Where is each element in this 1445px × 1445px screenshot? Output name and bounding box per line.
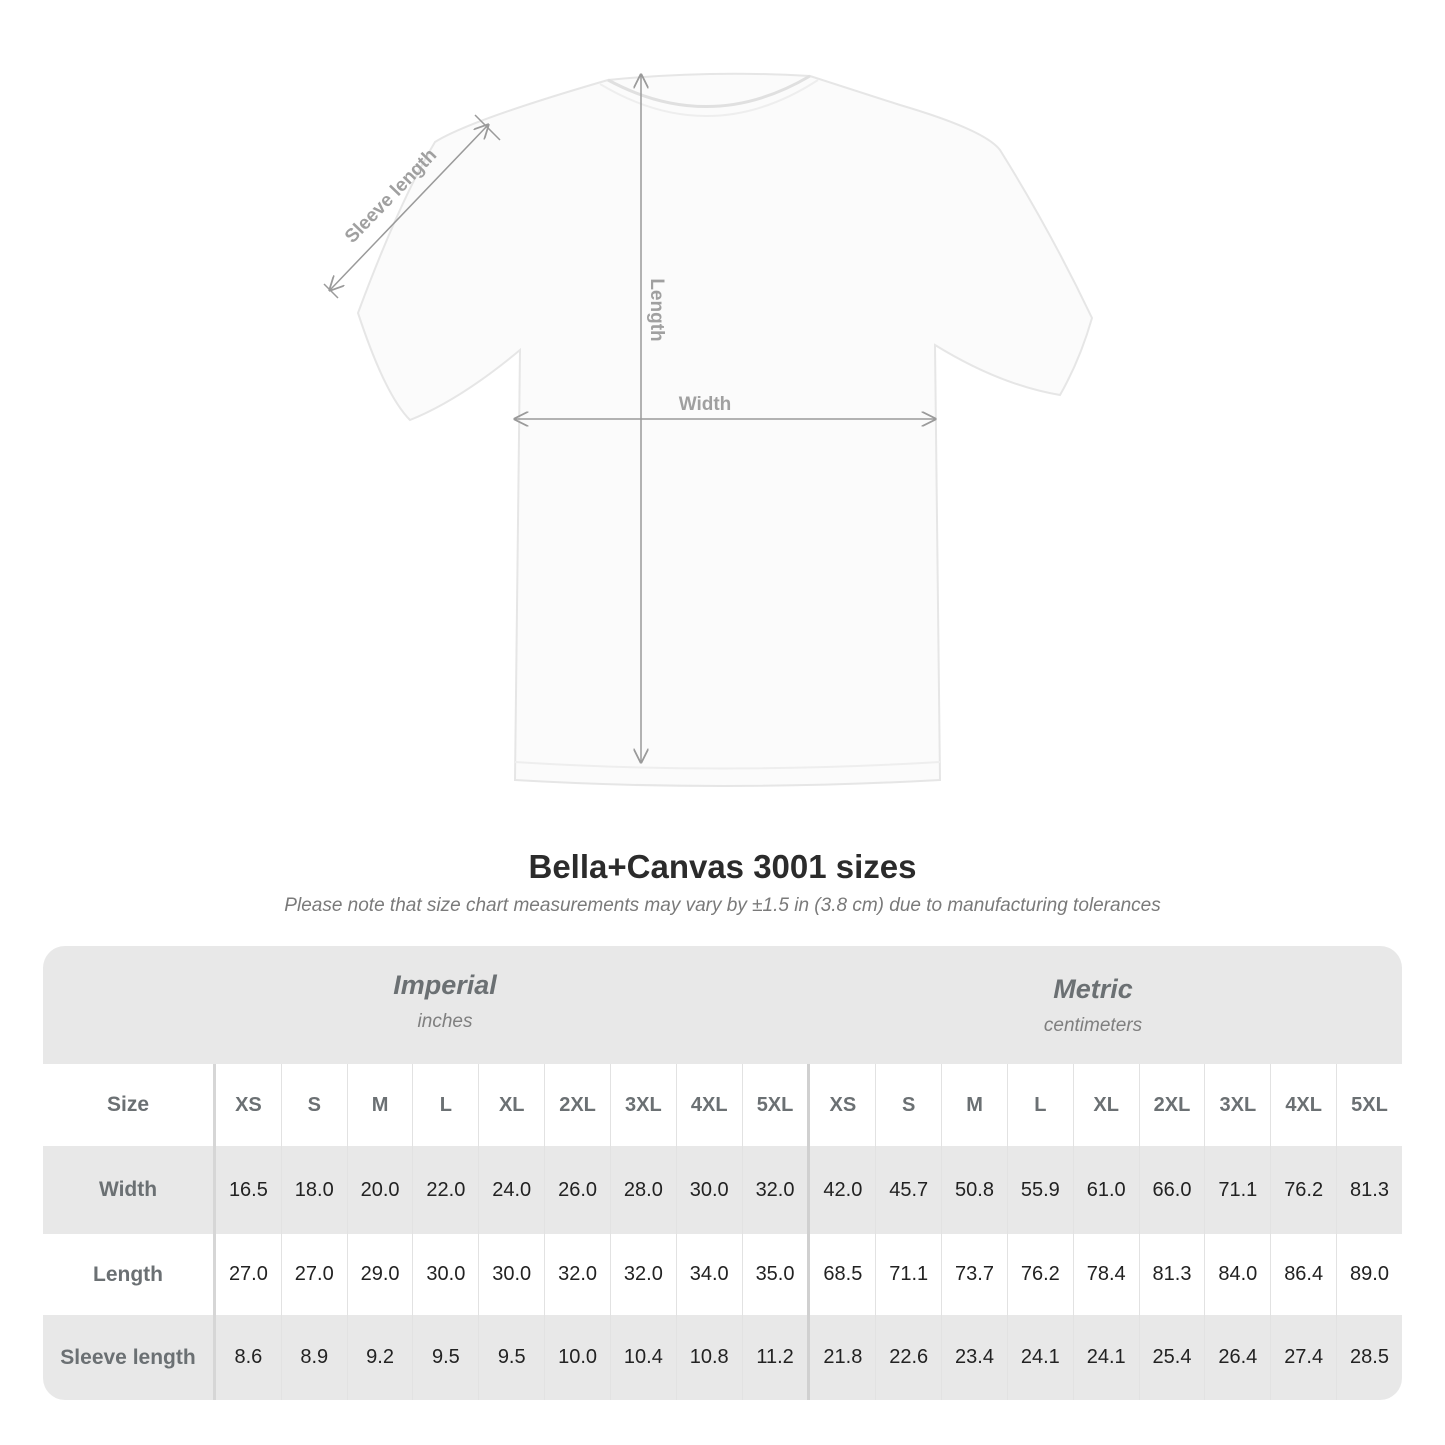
imperial-value-cell: 32.0 bbox=[611, 1234, 677, 1315]
imperial-value-cell: 30.0 bbox=[413, 1234, 480, 1315]
row-label: Width bbox=[43, 1146, 216, 1234]
metric-value-cell: 61.0 bbox=[1074, 1146, 1140, 1234]
imperial-value-cell: 9.5 bbox=[479, 1315, 546, 1400]
metric-value-cell: 50.8 bbox=[942, 1146, 1008, 1234]
metric-value-cell: 73.7 bbox=[942, 1234, 1008, 1315]
imperial-unit: inches bbox=[417, 1011, 473, 1032]
size-header-row: Size XS S M L XL 2XL 3XL 4XL 5XL XS S M L XL 2XL 3XL 4XL 5… bbox=[43, 1064, 1402, 1146]
size-header-cell: XS bbox=[810, 1064, 877, 1146]
metric-value-cell: 81.3 bbox=[1350, 1178, 1389, 1201]
size-header-cell: L bbox=[413, 1064, 480, 1146]
metric-value-cell: 27.4 bbox=[1271, 1315, 1338, 1400]
imperial-value-cell: 32.0 bbox=[743, 1146, 811, 1234]
metric-value-cell: 78.4 bbox=[1074, 1234, 1140, 1315]
imperial-value-cell: 32.0 bbox=[545, 1234, 611, 1315]
size-header-cell: S bbox=[876, 1064, 943, 1146]
table-row: Width 16.5 18.0 20.0 22.0 24.0 26.0 28.0 30.0 32.… bbox=[43, 1146, 1402, 1234]
imperial-value-cell: 30.0 bbox=[479, 1234, 546, 1315]
sleeve-arrow bbox=[330, 125, 488, 290]
metric-value-cell: 76.2 bbox=[1008, 1234, 1074, 1315]
imperial-value-cell: 24.0 bbox=[479, 1146, 546, 1234]
imperial-value-cell: 8.9 bbox=[282, 1315, 348, 1400]
collar bbox=[607, 74, 811, 109]
imperial-value-cell: 16.5 bbox=[216, 1146, 282, 1234]
size-header-cell: M bbox=[348, 1064, 414, 1146]
size-header-cell: XS bbox=[216, 1064, 282, 1146]
imperial-value-cell: 11.2 bbox=[743, 1315, 811, 1400]
metric-header: Metric centimeters bbox=[863, 974, 1323, 1037]
imperial-value-cell: 22.0 bbox=[413, 1146, 480, 1234]
metric-value-cell: 28.5 bbox=[1350, 1346, 1389, 1368]
metric-value-cell: 84.0 bbox=[1205, 1234, 1272, 1315]
row-label: Length bbox=[43, 1234, 216, 1315]
imperial-value-cell: 28.0 bbox=[611, 1146, 677, 1234]
tolerance-note: Please note that size chart measurements… bbox=[284, 895, 1161, 916]
imperial-value-cell: 10.0 bbox=[545, 1315, 611, 1400]
imperial-value-cell: 20.0 bbox=[348, 1146, 414, 1234]
imperial-value-cell: 34.0 bbox=[677, 1234, 743, 1315]
metric-value-cell: 71.1 bbox=[1205, 1146, 1272, 1234]
imperial-value-cell: 27.0 bbox=[282, 1234, 348, 1315]
row-label: Size bbox=[43, 1064, 216, 1146]
tshirt-diagram: Sleeve length Length Width bbox=[323, 72, 1094, 787]
tshirt-shape bbox=[356, 72, 1094, 787]
imperial-value-cell: 35.0 bbox=[743, 1234, 811, 1315]
imperial-value-cell: 30.0 bbox=[677, 1146, 743, 1234]
table-header: Imperial inches Metric centimeters bbox=[43, 946, 1402, 1064]
imperial-value-cell: 18.0 bbox=[282, 1146, 348, 1234]
imperial-value-cell: 8.6 bbox=[216, 1315, 282, 1400]
size-header-cell: 2XL bbox=[545, 1064, 611, 1146]
size-header-cell: XL bbox=[479, 1064, 546, 1146]
metric-value-cell: 24.1 bbox=[1074, 1315, 1140, 1400]
metric-value-cell: 89.0 bbox=[1350, 1263, 1389, 1285]
size-header-cell: 2XL bbox=[1140, 1064, 1206, 1146]
size-header-cell: 3XL bbox=[1205, 1064, 1272, 1146]
metric-value-cell: 25.4 bbox=[1140, 1315, 1206, 1400]
metric-unit: centimeters bbox=[1043, 1015, 1143, 1036]
imperial-title: Imperial bbox=[393, 970, 497, 1000]
size-header-cell: S bbox=[282, 1064, 348, 1146]
metric-value-cell: 81.3 bbox=[1140, 1234, 1206, 1315]
row-label: Sleeve length bbox=[43, 1315, 216, 1400]
table-row: Length 27.0 27.0 29.0 30.0 30.0 32.0 32.0 34.0 35… bbox=[43, 1234, 1402, 1315]
metric-value-cell: 55.9 bbox=[1008, 1146, 1074, 1234]
page-title: Bella+Canvas 3001 sizes bbox=[528, 848, 917, 885]
imperial-header: Imperial inches bbox=[216, 970, 674, 1033]
size-header-cell: 4XL bbox=[1271, 1064, 1338, 1146]
size-header-cell: 5XL bbox=[1351, 1093, 1388, 1116]
metric-value-cell: 45.7 bbox=[876, 1146, 943, 1234]
size-header-cell: M bbox=[942, 1064, 1008, 1146]
imperial-value-cell: 29.0 bbox=[348, 1234, 414, 1315]
length-label: Length bbox=[646, 278, 667, 341]
metric-value-cell: 24.1 bbox=[1008, 1315, 1074, 1400]
size-header-cell: 4XL bbox=[677, 1064, 743, 1146]
size-header-cell: 5XL bbox=[743, 1064, 811, 1146]
metric-value-cell: 22.6 bbox=[876, 1315, 943, 1400]
metric-value-cell: 76.2 bbox=[1271, 1146, 1338, 1234]
imperial-value-cell: 9.2 bbox=[348, 1315, 414, 1400]
imperial-value-cell: 26.0 bbox=[545, 1146, 611, 1234]
size-header-cell: XL bbox=[1074, 1064, 1140, 1146]
table-row: Sleeve length 8.6 8.9 9.2 9.5 9.5 10.0 10.4 10.8… bbox=[43, 1315, 1402, 1400]
imperial-value-cell: 10.8 bbox=[677, 1315, 743, 1400]
size-header-cell: 3XL bbox=[611, 1064, 677, 1146]
metric-value-cell: 23.4 bbox=[942, 1315, 1008, 1400]
imperial-value-cell: 9.5 bbox=[413, 1315, 480, 1400]
imperial-value-cell: 10.4 bbox=[611, 1315, 677, 1400]
metric-value-cell: 66.0 bbox=[1140, 1146, 1206, 1234]
size-table: Imperial inches Metric centimeters Size X… bbox=[43, 946, 1402, 1400]
metric-title: Metric bbox=[1053, 974, 1133, 1004]
imperial-value-cell: 27.0 bbox=[216, 1234, 282, 1315]
metric-value-cell: 21.8 bbox=[810, 1315, 877, 1400]
size-header-cell: L bbox=[1008, 1064, 1074, 1146]
metric-value-cell: 71.1 bbox=[876, 1234, 943, 1315]
metric-value-cell: 68.5 bbox=[810, 1234, 877, 1315]
metric-value-cell: 86.4 bbox=[1271, 1234, 1338, 1315]
width-label: Width bbox=[679, 394, 732, 415]
metric-value-cell: 26.4 bbox=[1205, 1315, 1272, 1400]
metric-value-cell: 42.0 bbox=[810, 1146, 877, 1234]
